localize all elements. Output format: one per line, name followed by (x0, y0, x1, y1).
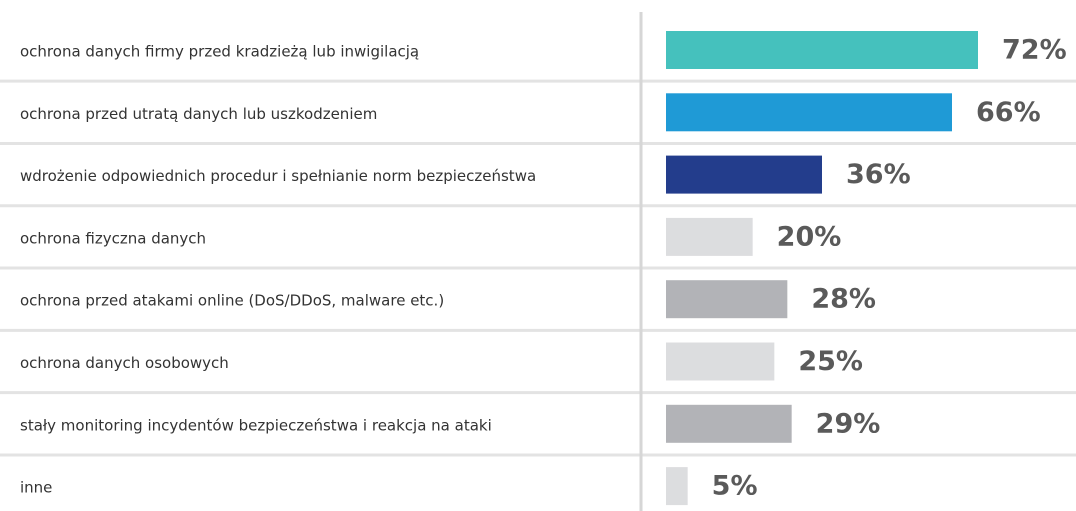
value-label: 20% (777, 221, 842, 252)
value-label: 25% (798, 346, 863, 377)
bar (666, 93, 952, 132)
bar (666, 342, 775, 381)
category-label: ochrona danych firmy przed kradzieżą lub… (20, 43, 419, 61)
value-label: 72% (1002, 35, 1067, 66)
category-label: ochrona fizyczna danych (20, 229, 206, 247)
category-label: inne (20, 479, 52, 497)
bar (666, 404, 792, 443)
category-label: ochrona przed atakami online (DoS/DDoS, … (20, 292, 444, 310)
bar (666, 31, 978, 69)
value-label: 29% (816, 408, 881, 439)
bar (666, 217, 753, 256)
category-label: ochrona przed utratą danych lub uszkodze… (20, 105, 377, 123)
category-label: stały monitoring incydentów bezpieczeńst… (20, 416, 492, 434)
category-label: ochrona danych osobowych (20, 354, 229, 372)
value-label: 66% (976, 97, 1041, 128)
value-label: 5% (712, 471, 758, 502)
bar (666, 280, 788, 319)
value-label: 36% (846, 159, 911, 190)
bar (666, 155, 822, 194)
bar (666, 467, 688, 506)
value-label: 28% (811, 284, 876, 315)
category-label: wdrożenie odpowiednich procedur i spełni… (20, 167, 536, 185)
